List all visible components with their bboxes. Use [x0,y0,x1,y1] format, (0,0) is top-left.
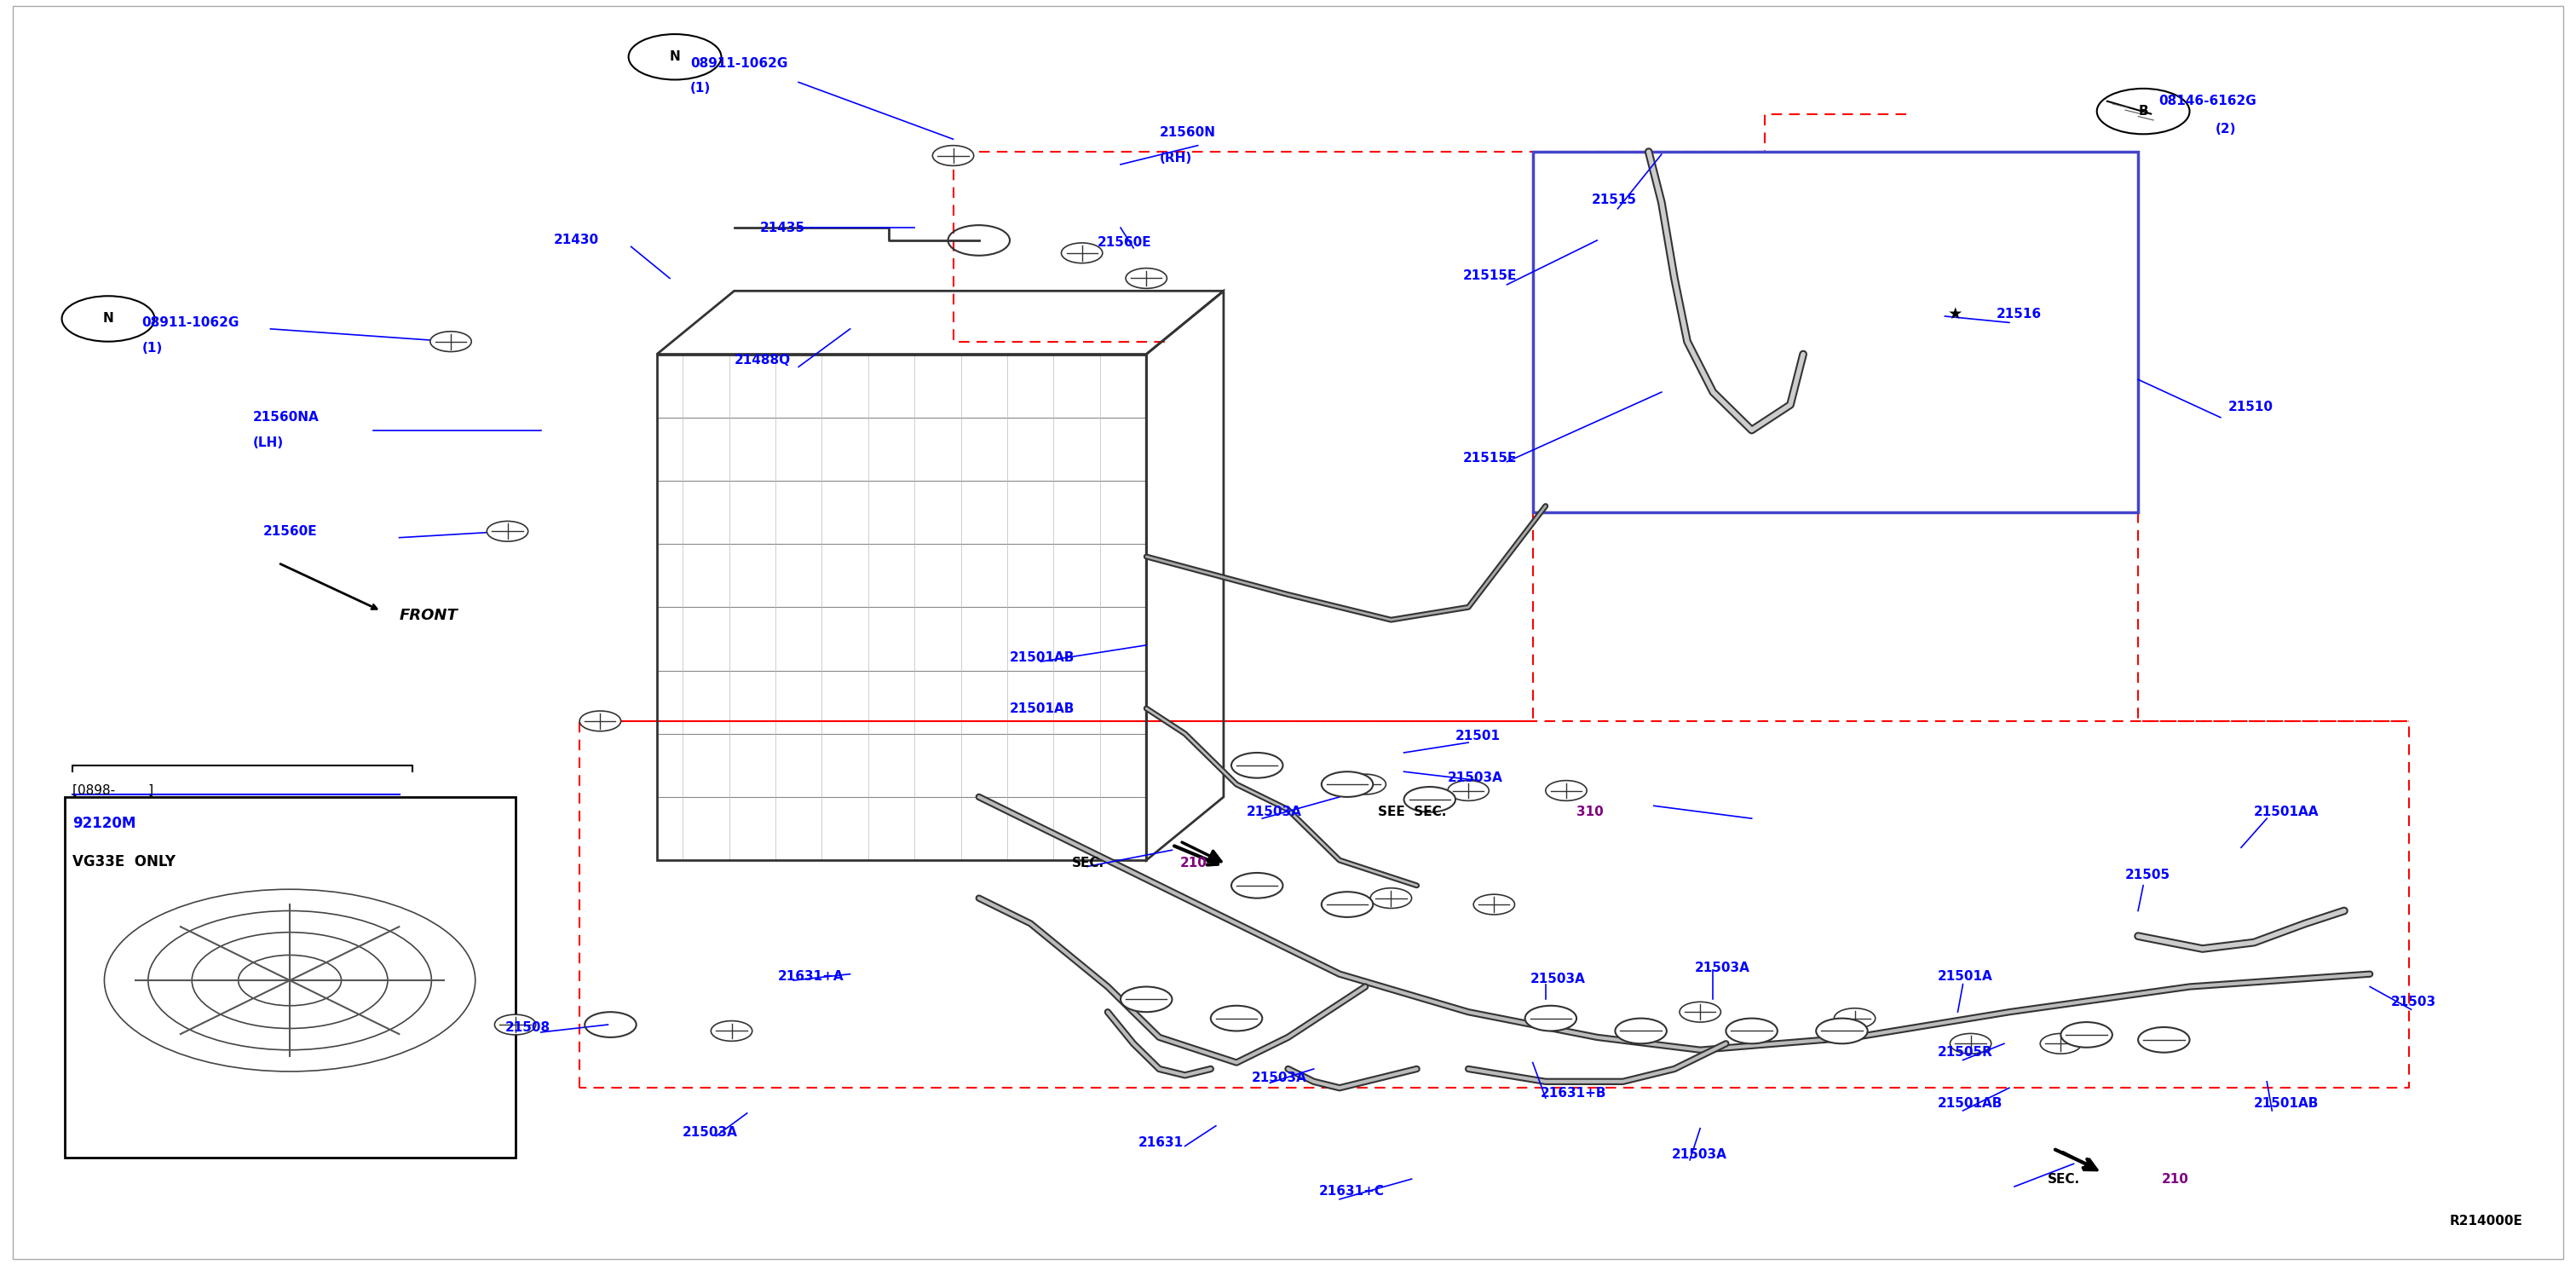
Text: 21631+C: 21631+C [1319,1185,1383,1198]
Text: 21631: 21631 [1139,1136,1185,1149]
Circle shape [1525,1006,1577,1031]
Text: 210: 210 [2161,1173,2190,1185]
Circle shape [1321,892,1373,917]
Circle shape [430,331,471,352]
Text: 21501AB: 21501AB [1937,1097,2002,1109]
Text: 21488Q: 21488Q [734,354,791,367]
Text: (1): (1) [142,342,162,354]
Circle shape [1448,781,1489,801]
Circle shape [1816,1018,1868,1044]
Circle shape [1321,772,1373,797]
Circle shape [1231,873,1283,898]
Text: 21631+A: 21631+A [778,970,845,983]
Text: 21501AB: 21501AB [1010,651,1074,664]
Text: FRONT: FRONT [399,608,459,624]
Text: (LH): (LH) [252,436,283,449]
Text: N: N [103,312,113,325]
Circle shape [1834,1008,1875,1028]
Circle shape [495,1015,536,1035]
Text: SEC.: SEC. [1072,856,1105,869]
Circle shape [1231,753,1283,778]
Text: 21560E: 21560E [263,525,317,538]
Circle shape [1370,888,1412,908]
Text: 21501: 21501 [1455,730,1502,743]
Circle shape [1680,1002,1721,1022]
Text: 08911-1062G: 08911-1062G [690,57,788,70]
Text: (RH): (RH) [1159,152,1193,164]
Text: 21503A: 21503A [1448,772,1502,784]
Text: 21435: 21435 [760,221,806,234]
Text: 21510: 21510 [2228,401,2275,414]
Text: 21503A: 21503A [1252,1071,1306,1084]
Circle shape [1473,894,1515,915]
Text: 21505: 21505 [2125,869,2172,882]
Circle shape [1121,987,1172,1012]
Text: 21503A: 21503A [1530,973,1584,985]
Text: (2): (2) [2215,123,2236,135]
Circle shape [1726,1018,1777,1044]
Circle shape [2061,1022,2112,1047]
Text: 21515E: 21515E [1463,269,1517,282]
Text: 21501AA: 21501AA [2254,806,2318,818]
Circle shape [1061,243,1103,263]
Text: [0898-        ]: [0898- ] [72,784,152,797]
Text: 21631+B: 21631+B [1540,1087,1607,1099]
Text: 21516: 21516 [1996,307,2043,320]
Circle shape [1404,787,1455,812]
Text: 21503A: 21503A [1695,961,1749,974]
Circle shape [580,711,621,731]
Text: 21503A: 21503A [1672,1149,1726,1161]
Text: 21503A: 21503A [1247,806,1301,818]
Text: 210: 210 [1180,856,1208,869]
Circle shape [933,145,974,166]
Text: 21505R: 21505R [1937,1046,1991,1059]
Circle shape [2040,1034,2081,1054]
Text: VG33E  ONLY: VG33E ONLY [72,854,175,869]
Text: B: B [2138,105,2148,118]
Text: 310: 310 [1577,806,1605,818]
Text: 21503A: 21503A [683,1126,737,1138]
Circle shape [1345,774,1386,794]
Text: R214000E: R214000E [2450,1214,2522,1227]
Text: 92120M: 92120M [72,816,137,831]
Text: 21515E: 21515E [1463,452,1517,464]
Text: SEC.: SEC. [2048,1173,2081,1185]
Text: 08911-1062G: 08911-1062G [142,316,240,329]
Circle shape [1126,268,1167,288]
Text: 21560E: 21560E [1097,237,1151,249]
Circle shape [1546,781,1587,801]
Text: (1): (1) [690,82,711,95]
Circle shape [711,1021,752,1041]
Text: 21501AB: 21501AB [1010,702,1074,715]
Text: N: N [670,51,680,63]
Text: 21515: 21515 [1592,194,1638,206]
Circle shape [1211,1006,1262,1031]
Circle shape [1950,1034,1991,1054]
Text: ★: ★ [1947,306,1963,321]
Text: 08146-6162G: 08146-6162G [2159,95,2257,108]
Text: 21560N: 21560N [1159,126,1216,139]
Circle shape [1615,1018,1667,1044]
Text: 21501AB: 21501AB [2254,1097,2318,1109]
Text: 21501A: 21501A [1937,970,1991,983]
Text: 21560NA: 21560NA [252,411,319,424]
Text: 21503: 21503 [2391,996,2437,1008]
Text: 21508: 21508 [505,1021,551,1034]
Circle shape [2138,1027,2190,1052]
Text: 21430: 21430 [554,234,600,247]
Circle shape [487,521,528,541]
Text: SEE  SEC.: SEE SEC. [1378,806,1448,818]
